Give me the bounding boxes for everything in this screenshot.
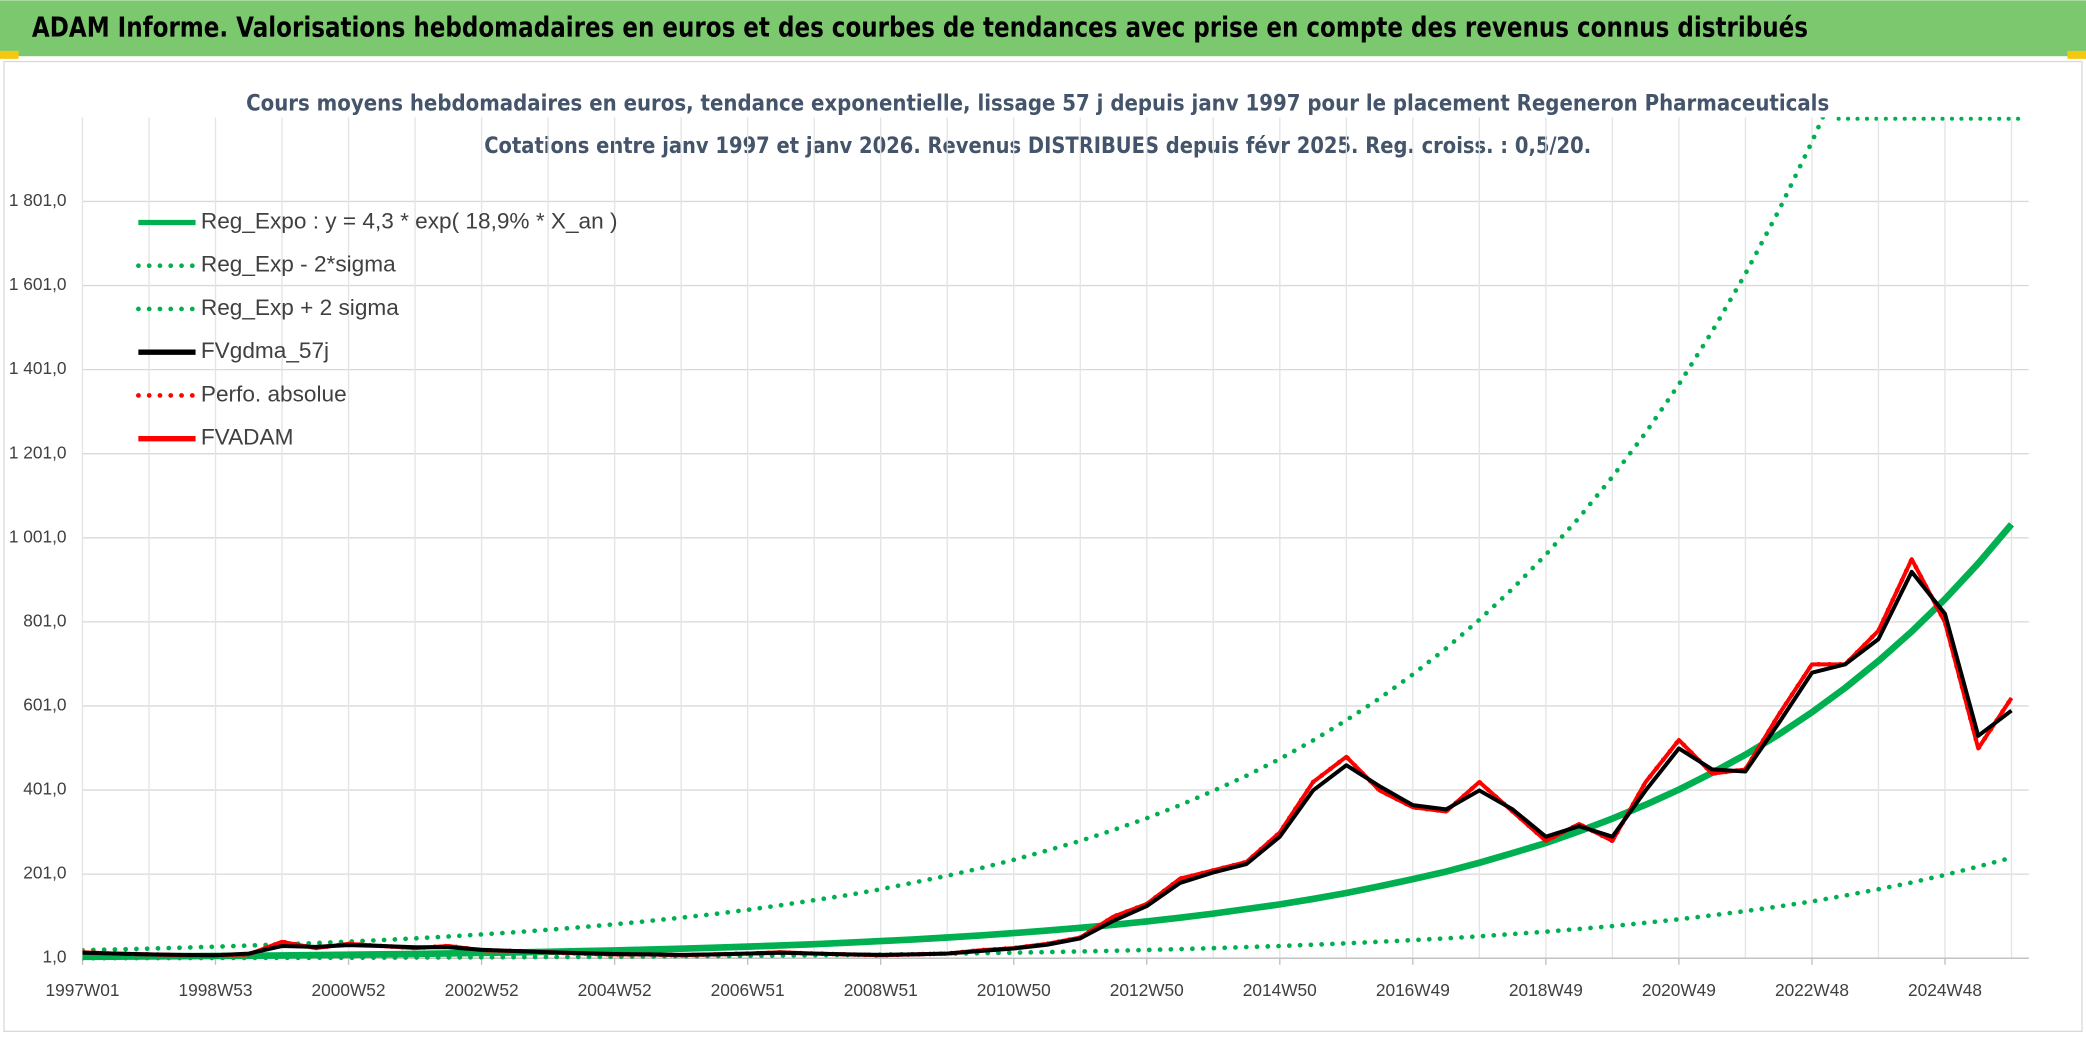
corner <box>2067 50 2086 59</box>
y-tick-label: 1 201,0 <box>9 442 67 462</box>
x-tick-label: 2004W52 <box>578 980 652 1000</box>
series-line <box>82 569 2013 958</box>
x-tick-label: 2012W50 <box>1110 980 1184 1000</box>
plot-area <box>82 117 2015 961</box>
y-tick-label: 1 401,0 <box>9 358 67 378</box>
y-tick-label: 401,0 <box>23 779 66 799</box>
series-line <box>82 855 2014 961</box>
y-tick-label: 1 801,0 <box>9 190 67 210</box>
y-tick-label: 1,0 <box>42 947 66 967</box>
series-line <box>82 522 2015 961</box>
chart-frame <box>3 60 2083 1033</box>
grid: 1,0 201,0 401,0 601,0 801,0 1 001,0 1 201,0 1 4… <box>9 117 2029 1000</box>
legend-label: FVADAM <box>201 425 294 450</box>
y-tick-label: 801,0 <box>23 610 66 630</box>
x-tick-label: 2016W49 <box>1376 980 1450 1000</box>
legend: Reg_Expo : y = 4,3 * exp( 18,9% * X_an )… <box>136 208 618 450</box>
header-bar <box>0 0 2086 57</box>
x-tick-label: 2024W48 <box>1908 980 1982 1000</box>
header-title: ADAM Informe. Valorisations hebdomadaire… <box>32 10 1808 43</box>
x-tick-label: 2014W50 <box>1243 980 1317 1000</box>
x-tick-label: 2022W48 <box>1775 980 1849 1000</box>
chart-subtitle: Cotations entre janv 1997 et janv 2026. … <box>484 133 1591 159</box>
y-tick-label: 601,0 <box>23 695 66 715</box>
x-tick-label: 2018W49 <box>1509 980 1583 1000</box>
y-tick-label: 1 001,0 <box>9 526 67 546</box>
legend-label: Reg_Exp - 2*sigma <box>201 252 396 277</box>
legend-label: FVgdma_57j <box>201 338 329 363</box>
x-tick-label: 2000W52 <box>312 980 386 1000</box>
x-tick-label: 2010W50 <box>977 980 1051 1000</box>
chart-title: Cours moyens hebdomadaires en euros, ten… <box>246 91 1829 117</box>
legend-label: Reg_Expo : y = 4,3 * exp( 18,9% * X_an ) <box>201 208 618 233</box>
x-tick-label: 2002W52 <box>445 980 519 1000</box>
y-tick-label: 201,0 <box>23 863 66 883</box>
y-tick-label: 1 601,0 <box>9 274 67 294</box>
x-tick-label: 1998W53 <box>179 980 253 1000</box>
series-line <box>82 117 1826 953</box>
corner <box>0 50 19 59</box>
legend-label: Reg_Exp + 2 sigma <box>201 295 399 320</box>
x-tick-label: 2006W51 <box>711 980 785 1000</box>
x-tick-label: 2020W49 <box>1642 980 1716 1000</box>
x-tick-label: 2008W51 <box>844 980 918 1000</box>
legend-label: Perfo. absolue <box>201 381 347 406</box>
x-tick-label: 1997W01 <box>45 980 119 1000</box>
